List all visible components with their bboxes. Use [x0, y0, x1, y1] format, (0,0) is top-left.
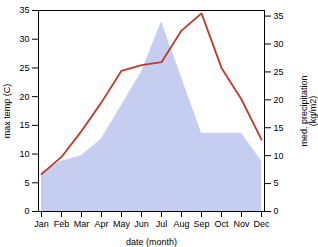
- svg-text:May: May: [113, 219, 131, 229]
- svg-text:Nov: Nov: [233, 219, 250, 229]
- svg-text:15: 15: [19, 120, 29, 130]
- svg-text:Aug: Aug: [173, 219, 189, 229]
- svg-text:30: 30: [274, 39, 284, 49]
- svg-text:0: 0: [274, 206, 279, 216]
- svg-text:Mar: Mar: [74, 219, 90, 229]
- svg-text:med. precipitation(kg/m2): med. precipitation(kg/m2): [299, 75, 318, 146]
- svg-text:25: 25: [19, 63, 29, 73]
- svg-text:30: 30: [19, 34, 29, 44]
- svg-text:10: 10: [19, 149, 29, 159]
- svg-text:date (month): date (month): [126, 237, 177, 247]
- svg-text:0: 0: [24, 206, 29, 216]
- svg-text:Oct: Oct: [214, 219, 229, 229]
- svg-text:Jun: Jun: [134, 219, 149, 229]
- svg-text:Jul: Jul: [156, 219, 168, 229]
- svg-text:Feb: Feb: [54, 219, 70, 229]
- svg-text:Jan: Jan: [34, 219, 49, 229]
- svg-text:20: 20: [19, 92, 29, 102]
- svg-text:5: 5: [24, 178, 29, 188]
- svg-text:Dec: Dec: [253, 219, 270, 229]
- svg-text:15: 15: [274, 123, 284, 133]
- svg-text:35: 35: [19, 5, 29, 15]
- svg-text:Apr: Apr: [94, 219, 108, 229]
- svg-text:35: 35: [274, 11, 284, 21]
- svg-text:20: 20: [274, 95, 284, 105]
- svg-text:max temp (C): max temp (C): [2, 84, 12, 139]
- svg-text:5: 5: [274, 178, 279, 188]
- svg-text:25: 25: [274, 67, 284, 77]
- svg-text:10: 10: [274, 151, 284, 161]
- svg-text:Sep: Sep: [193, 219, 209, 229]
